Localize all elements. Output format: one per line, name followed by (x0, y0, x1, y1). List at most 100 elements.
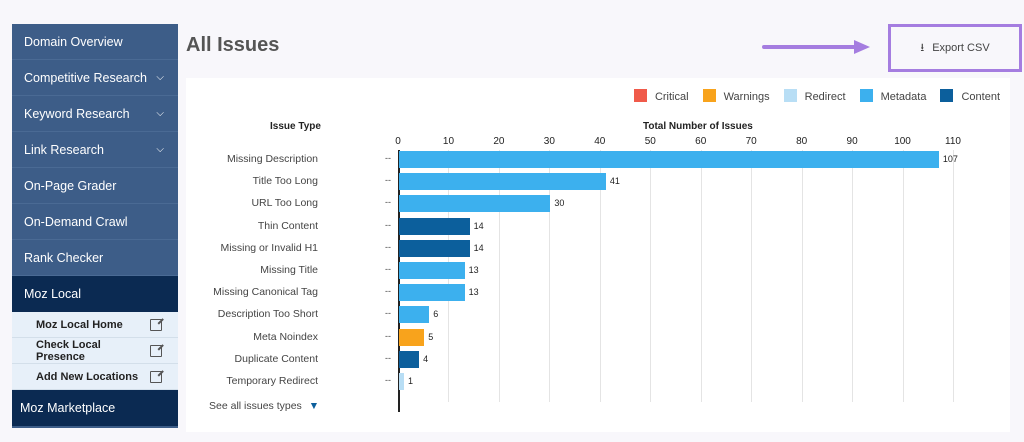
x-axis-label: Total Number of Issues (643, 121, 753, 132)
row-marker: -- (385, 153, 391, 163)
category-label: Missing Title (260, 264, 318, 276)
gridline (700, 150, 702, 402)
legend-item[interactable]: Warnings (702, 89, 770, 103)
x-tick-label: 50 (644, 136, 656, 147)
row-marker: -- (385, 308, 391, 319)
bar-value-label: 13 (468, 287, 479, 298)
legend-swatch (940, 89, 954, 102)
external-link-icon (150, 344, 162, 357)
bar-value-label: 6 (433, 309, 439, 320)
legend-label: Metadata (880, 91, 927, 103)
sidebar-item-moz-marketplace[interactable]: Moz Marketplace (12, 390, 178, 426)
bar[interactable] (399, 306, 430, 324)
chart-legend: Critical Warnings Redirect Metadata Content (633, 89, 1000, 103)
bar[interactable] (399, 173, 606, 191)
bar-value-label: 107 (942, 154, 958, 164)
bar[interactable] (399, 195, 551, 213)
sidebar-item[interactable]: Rank Checker (12, 240, 178, 276)
legend-label: Critical (654, 91, 689, 103)
bar-value-label: 1 (408, 376, 414, 386)
issues-chart: Critical Warnings Redirect Metadata Content … (186, 78, 1010, 432)
sidebar-subitem-label: Add New Locations (36, 370, 139, 383)
legend-item[interactable]: Critical (633, 89, 689, 103)
category-label: Temporary Redirect (226, 375, 318, 387)
bar-value-label: 4 (423, 353, 429, 364)
legend-swatch (783, 89, 797, 102)
sidebar-item[interactable]: On-Demand Crawl (12, 204, 178, 240)
gridline (398, 150, 400, 412)
bar-value-label: 13 (468, 265, 479, 275)
sidebar-subitem[interactable]: Moz Local Home (12, 312, 178, 338)
row-marker: -- (385, 241, 391, 252)
export-csv-button[interactable]: ⭳ Export CSV (888, 24, 1022, 72)
sidebar-item[interactable]: Domain Overview (12, 24, 178, 60)
x-tick-label: 40 (594, 136, 606, 147)
bar[interactable] (399, 373, 405, 390)
row-marker: -- (385, 375, 391, 385)
caret-down-icon: ▼ (308, 400, 320, 412)
gridline (498, 150, 500, 402)
annotation-arrow-icon (762, 40, 870, 54)
page-title: All Issues (186, 34, 280, 56)
x-tick-label: 0 (395, 136, 401, 147)
legend-item[interactable]: Metadata (859, 89, 927, 103)
external-link-icon (150, 318, 162, 331)
row-marker: -- (385, 175, 391, 186)
category-label: Thin Content (257, 219, 318, 232)
bar[interactable] (399, 262, 465, 279)
legend-item[interactable]: Redirect (783, 89, 846, 103)
sidebar-item-label: Moz Local (24, 287, 81, 301)
sidebar-subitem[interactable]: Add New Locations (12, 364, 178, 390)
chevron-down-icon: ⌵ (156, 108, 164, 119)
category-label: Description Too Short (217, 308, 318, 321)
see-all-label: See all issues types (209, 400, 302, 412)
category-label: Missing Description (226, 153, 318, 165)
chevron-down-icon: ⌵ (156, 144, 164, 155)
category-label: Missing or Invalid H1 (220, 241, 318, 254)
bar[interactable] (399, 217, 470, 235)
bar[interactable] (399, 284, 465, 302)
bar[interactable] (399, 350, 420, 368)
bar-value-label: 5 (428, 331, 434, 342)
sidebar-subitem[interactable]: Check Local Presence (12, 338, 178, 364)
sidebar-item[interactable]: Moz Local (12, 276, 178, 312)
legend-swatch (633, 89, 647, 102)
sidebar-item[interactable]: Link Research ⌵ (12, 132, 178, 168)
gridline (801, 150, 803, 402)
x-tick-label: 30 (543, 136, 555, 147)
gridline (751, 150, 753, 402)
category-label: Duplicate Content (234, 352, 318, 365)
bar-value-label: 14 (473, 220, 484, 231)
category-label: Title Too Long (252, 175, 318, 188)
see-all-issues-link[interactable]: See all issues types ▼ (209, 400, 319, 412)
row-marker: -- (385, 352, 391, 363)
sidebar-item[interactable]: On-Page Grader (12, 168, 178, 204)
category-label: Missing Canonical Tag (213, 286, 318, 299)
legend-item[interactable]: Content (940, 89, 1000, 103)
category-label: URL Too Long (251, 197, 318, 210)
gridline (650, 150, 652, 402)
sidebar-item-label: Keyword Research (24, 106, 130, 121)
gridline (902, 150, 904, 402)
x-tick-label: 60 (695, 136, 707, 147)
bar[interactable] (399, 328, 425, 346)
bar[interactable] (399, 151, 939, 168)
external-link-icon (150, 370, 162, 383)
x-tick-label: 10 (442, 136, 455, 147)
sidebar-item-label: On-Demand Crawl (24, 214, 128, 229)
row-marker: -- (385, 330, 391, 341)
download-icon: ⭳ (920, 41, 925, 54)
sidebar-subitem-label: Moz Local Home (36, 318, 123, 331)
x-tick-label: 70 (745, 136, 757, 147)
sidebar-item-label: Competitive Research (24, 70, 147, 85)
sidebar-item[interactable]: Competitive Research ⌵ (12, 60, 178, 96)
bar[interactable] (399, 239, 470, 257)
gridline (599, 150, 601, 402)
legend-swatch (702, 89, 716, 102)
legend-label: Redirect (804, 91, 846, 103)
sidebar-item-label: Link Research (24, 142, 104, 157)
row-marker: -- (385, 197, 391, 208)
sidebar-item[interactable]: Keyword Research ⌵ (12, 96, 178, 132)
category-label: Meta Noindex (253, 330, 318, 343)
export-csv-label: Export CSV (932, 42, 990, 54)
